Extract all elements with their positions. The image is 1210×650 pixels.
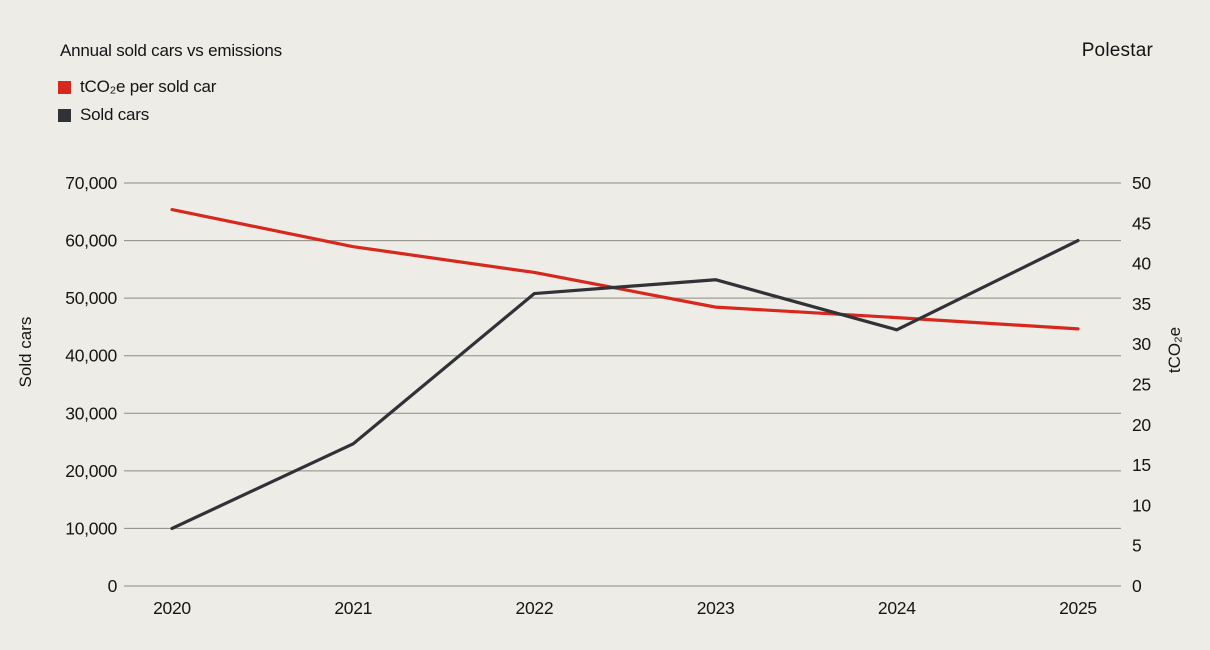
right-axis-title: tCO₂e (1165, 327, 1184, 373)
right-axis-tick-label: 35 (1132, 294, 1151, 314)
legend-item-sold-cars: Sold cars (58, 104, 216, 126)
left-axis-tick-label: 50,000 (65, 288, 117, 308)
chart-title: Annual sold cars vs emissions (60, 41, 282, 60)
right-axis-tick-label: 25 (1132, 375, 1151, 395)
left-axis-title: Sold cars (16, 317, 35, 388)
legend-item-emissions: tCO₂e per sold car (58, 76, 216, 98)
left-axis-tick-label: 0 (108, 576, 118, 596)
series-line-sold-cars (170, 238, 1080, 531)
left-axis-tick-label: 30,000 (65, 403, 117, 423)
x-axis-tick-label: 2021 (334, 598, 372, 618)
legend-swatch-emissions-icon (58, 80, 71, 94)
left-axis-tick-label: 70,000 (65, 173, 117, 193)
right-axis-tick-label: 0 (1132, 576, 1142, 596)
right-axis-tick-label: 40 (1132, 254, 1151, 274)
right-axis-tick-label: 50 (1132, 173, 1151, 193)
legend-label-emissions: tCO₂e per sold car (80, 77, 217, 96)
x-axis-tick-label: 2022 (516, 598, 554, 618)
right-axis-tick-label: 45 (1132, 213, 1151, 233)
left-axis-tick-label: 60,000 (65, 231, 117, 251)
right-axis-tick-label: 5 (1132, 536, 1141, 556)
left-axis-tick-label: 40,000 (65, 346, 117, 366)
left-axis-tick-label: 10,000 (65, 518, 117, 538)
left-axis-tick-label: 20,000 (65, 461, 117, 481)
polestar-wordmark: Polestar (1081, 40, 1153, 61)
x-axis-tick-label: 2023 (697, 598, 735, 618)
x-axis-tick-label: 2025 (1059, 598, 1097, 618)
right-axis-tick-label: 20 (1132, 415, 1151, 435)
right-axis-tick-label: 15 (1132, 455, 1151, 475)
x-axis-tick-label: 2024 (878, 598, 916, 618)
right-axis-tick-label: 10 (1132, 495, 1151, 515)
x-axis-tick-label: 2020 (153, 598, 191, 618)
right-axis-tick-label: 30 (1132, 334, 1151, 354)
series-line-emissions (170, 207, 1080, 331)
legend-swatch-sold-cars-icon (58, 108, 71, 122)
chart-legend: tCO₂e per sold car Sold cars (58, 76, 216, 132)
legend-label-sold-cars: Sold cars (80, 105, 150, 124)
